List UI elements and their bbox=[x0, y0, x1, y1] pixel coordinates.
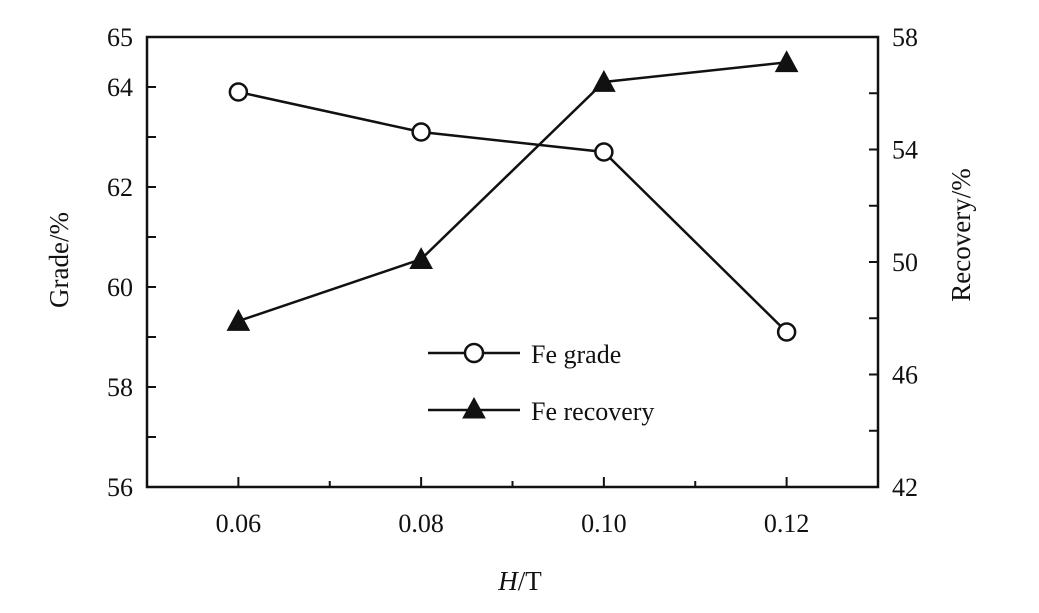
x-axis-title: H/T bbox=[497, 566, 542, 596]
fe-grade-point bbox=[594, 142, 614, 162]
x-tick-label: 0.06 bbox=[216, 509, 262, 538]
series-lines bbox=[237, 61, 788, 333]
legend-recovery-label: Fe recovery bbox=[531, 397, 654, 426]
legend-recovery-marker bbox=[462, 396, 486, 419]
y-left-tick-label: 56 bbox=[107, 473, 133, 502]
fe-recovery-point bbox=[592, 69, 616, 92]
series-line-fe-grade bbox=[238, 90, 788, 333]
y-right-tick-label: 50 bbox=[892, 248, 918, 277]
y-left-tick-label: 60 bbox=[107, 273, 133, 302]
y-left-axis-title: Grade/% bbox=[44, 212, 74, 308]
legend: Fe grade Fe recovery bbox=[428, 340, 654, 426]
series-line-fe-recovery bbox=[237, 61, 787, 323]
x-axis-title-italic: H bbox=[497, 566, 519, 596]
y-left-tick-label: 64 bbox=[107, 73, 133, 102]
fe-recovery-point bbox=[774, 50, 799, 73]
x-tick-label: 0.12 bbox=[764, 509, 810, 538]
y-right-tick-label: 42 bbox=[892, 473, 918, 502]
x-axis-title-rest: /T bbox=[518, 566, 543, 596]
fe-recovery-point bbox=[409, 247, 433, 270]
y-left-tick-label: 62 bbox=[107, 173, 133, 202]
plot-frame bbox=[145, 35, 880, 489]
fe-grade-point bbox=[411, 122, 431, 142]
y-left-tick-label: 58 bbox=[107, 373, 133, 402]
axes: 0.06 0.08 0.10 0.12 56 58 60 62 64 65 42 46 50 54 58 bbox=[107, 23, 918, 538]
x-tick-label: 0.10 bbox=[581, 509, 627, 538]
legend-grade-marker bbox=[463, 342, 485, 364]
x-tick-label: 0.08 bbox=[398, 509, 444, 538]
markers bbox=[226, 50, 799, 342]
y-right-tick-label: 46 bbox=[892, 361, 918, 390]
y-right-tick-label: 58 bbox=[892, 23, 918, 52]
y-right-axis-title: Recovery/% bbox=[946, 168, 976, 301]
y-right-tick-label: 54 bbox=[892, 136, 918, 165]
legend-grade-label: Fe grade bbox=[531, 340, 621, 369]
fe-recovery-point bbox=[226, 309, 251, 331]
fe-grade-point bbox=[228, 82, 249, 102]
fe-grade-point bbox=[776, 322, 797, 342]
y-left-tick-label: 65 bbox=[107, 23, 133, 52]
